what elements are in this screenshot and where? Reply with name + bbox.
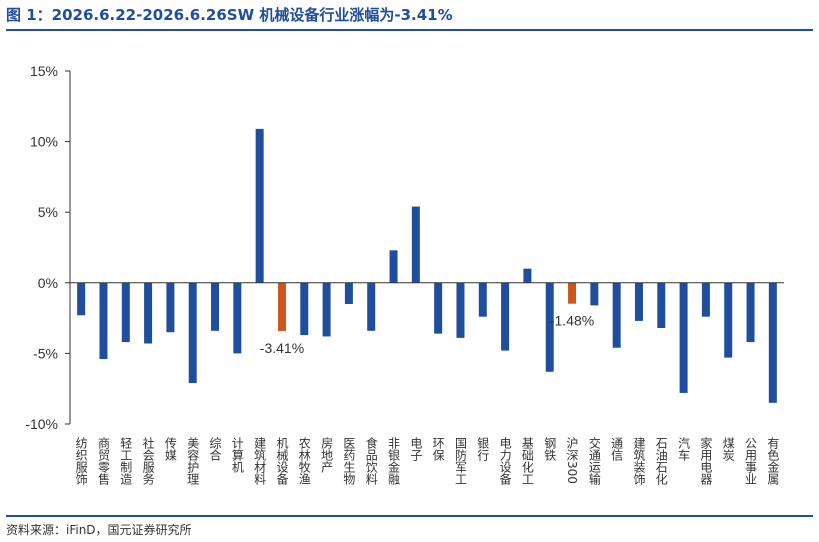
bar-1 — [99, 282, 108, 360]
category-label: 银行 — [476, 437, 490, 461]
bar-25 — [634, 282, 643, 321]
bar-8 — [255, 128, 264, 283]
y-tick-label: 0% — [38, 275, 58, 291]
category-label: 商贸零售 — [96, 436, 110, 485]
category-label: 建筑材料 — [253, 437, 267, 485]
bar-21 — [545, 282, 554, 372]
category-label: 房地产 — [320, 436, 334, 474]
category-label: 轻工制造 — [119, 437, 133, 485]
category-label: 农林牧渔 — [297, 437, 311, 485]
category-label: 传媒 — [163, 436, 177, 461]
category-label: 汽车 — [677, 436, 691, 462]
bar-22 — [568, 282, 577, 304]
category-label: 建筑装饰 — [632, 437, 646, 485]
category-label: 电力设备 — [498, 437, 512, 486]
title-divider — [6, 29, 813, 31]
category-label: 基础化工 — [520, 437, 534, 485]
category-label: 通信 — [610, 437, 624, 462]
bar-29 — [724, 282, 733, 358]
bar-31 — [768, 282, 777, 403]
data-label: -1.48% — [550, 313, 594, 329]
bar-9 — [277, 282, 286, 331]
bar-26 — [657, 282, 666, 328]
category-label: 国防军工 — [453, 437, 467, 485]
bar-4 — [166, 282, 175, 333]
bar-13 — [367, 282, 376, 331]
bar-20 — [523, 268, 532, 283]
bar-28 — [701, 282, 710, 317]
bar-17 — [456, 282, 465, 338]
bar-2 — [121, 282, 130, 343]
y-tick-label: 10% — [30, 134, 58, 150]
bar-6 — [211, 282, 220, 331]
category-label: 食品饮料 — [364, 436, 378, 485]
bar-18 — [478, 282, 487, 317]
y-tick-label: 5% — [38, 204, 58, 220]
bar-11 — [322, 282, 331, 337]
category-label: 医药生物 — [342, 437, 356, 485]
y-tick-label: 15% — [30, 63, 58, 79]
category-label: 家用电器 — [699, 436, 713, 486]
bar-10 — [300, 282, 309, 336]
category-label: 煤炭 — [721, 437, 735, 462]
bar-15 — [411, 206, 420, 283]
bar-7 — [233, 282, 242, 354]
bar-3 — [144, 282, 153, 344]
category-label: 石油石化 — [654, 437, 668, 486]
category-label: 电子 — [409, 437, 423, 461]
bar-24 — [612, 282, 621, 348]
category-label: 非银金融 — [387, 437, 401, 486]
category-label: 纺织服饰 — [74, 437, 88, 485]
category-label: 环保 — [431, 437, 445, 461]
chart-title: 图 1：2026.6.22-2026.6.26SW 机械设备行业涨幅为-3.41… — [6, 6, 453, 24]
category-label: 美容护理 — [186, 437, 200, 485]
category-label: 综合 — [208, 437, 222, 461]
category-label: 沪深300 — [565, 437, 579, 484]
source-note: 资料来源：iFinD，国元证券研究所 — [6, 523, 192, 537]
category-label: 计算机 — [230, 437, 244, 473]
bar-27 — [679, 282, 688, 393]
category-label: 公用事业 — [744, 437, 758, 485]
category-label: 有色金属 — [766, 437, 780, 486]
y-tick-label: -10% — [25, 416, 58, 432]
category-label: 钢铁 — [543, 437, 557, 461]
bar-16 — [434, 282, 443, 334]
category-label: 社会服务 — [141, 436, 155, 485]
bar-30 — [746, 282, 755, 343]
bar-chart: -10% -5% 0% 5% 10% 15% 纺织服饰 商贸零售 轻工制造 社会服务 传媒 美容护理综… — [25, 63, 784, 486]
bar-5 — [188, 282, 197, 384]
data-label: -3.41% — [260, 340, 304, 356]
bar-23 — [590, 282, 599, 306]
bar-19 — [501, 282, 510, 351]
y-tick-label: -5% — [33, 345, 58, 361]
footer-divider — [6, 515, 813, 517]
bar-0 — [77, 282, 86, 316]
bar-12 — [344, 282, 353, 304]
category-label: 交通运输 — [587, 436, 601, 486]
category-label: 机械设备 — [275, 437, 289, 486]
bar-14 — [389, 250, 398, 283]
